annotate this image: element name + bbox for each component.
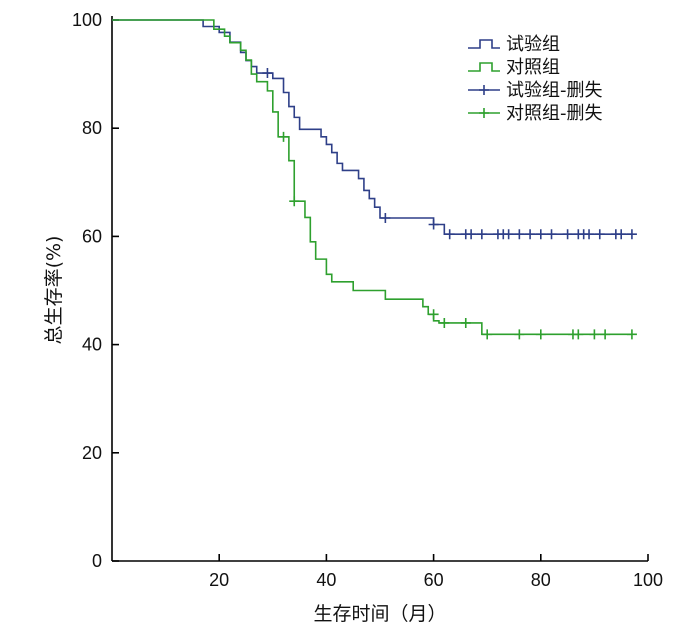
- censor-mark: [535, 229, 546, 240]
- censor-mark: [584, 229, 595, 240]
- y-tick-label: 0: [92, 551, 102, 571]
- x-tick-label: 100: [633, 570, 663, 590]
- censor-mark: [514, 229, 525, 240]
- censor-mark: [573, 329, 584, 340]
- legend-item: 试验组: [468, 34, 560, 55]
- censor-mark: [589, 329, 600, 340]
- censor-mark: [626, 229, 637, 240]
- legend-item: 对照组-删失: [468, 103, 603, 124]
- censor-mark: [626, 329, 637, 340]
- y-axis-title: 总生存率(%): [43, 236, 65, 345]
- censor-mark: [380, 213, 391, 224]
- censor-mark: [444, 229, 455, 240]
- censor-mark: [428, 219, 439, 230]
- survival-curve-line: [112, 19, 632, 336]
- censor-mark: [594, 229, 605, 240]
- y-tick-label: 100: [72, 10, 102, 30]
- censor-mark: [514, 329, 525, 340]
- censor-mark: [503, 229, 514, 240]
- censor-mark: [616, 229, 627, 240]
- legend-item: 试验组-删失: [468, 80, 603, 101]
- legend-swatch-line: [468, 62, 500, 72]
- censor-mark: [439, 317, 450, 328]
- censor-mark: [460, 317, 471, 328]
- censor-mark: [535, 329, 546, 340]
- censor-mark: [600, 329, 611, 340]
- legend-item: 对照组: [468, 57, 560, 78]
- x-tick-label: 60: [424, 570, 444, 590]
- censor-mark: [262, 68, 273, 79]
- axes: 20 40 60 80 100 0 20 40 60 80 100: [72, 10, 663, 590]
- censor-mark: [546, 229, 557, 240]
- x-axis-title: 生存时间（月）: [313, 603, 446, 625]
- legend-label: 对照组: [506, 57, 560, 78]
- censor-mark: [278, 131, 289, 142]
- censor-mark: [428, 309, 439, 320]
- legend-label: 试验组-删失: [506, 80, 603, 101]
- legend-label: 对照组-删失: [506, 103, 603, 124]
- x-tick-label: 20: [209, 570, 229, 590]
- x-tick-label: 80: [531, 570, 551, 590]
- legend-censor-mark: [479, 85, 489, 95]
- legend-label: 试验组: [506, 34, 560, 55]
- censor-mark: [562, 229, 573, 240]
- censor-mark: [289, 196, 300, 207]
- censor-mark: [525, 229, 536, 240]
- plot-area: [112, 19, 637, 340]
- censor-mark: [476, 229, 487, 240]
- y-tick-label: 40: [82, 335, 102, 355]
- y-tick-label: 20: [82, 443, 102, 463]
- series-experimental: [112, 19, 637, 240]
- x-tick-label: 40: [316, 570, 336, 590]
- censor-mark: [482, 329, 493, 340]
- censor-mark: [466, 229, 477, 240]
- y-tick-label: 60: [82, 226, 102, 246]
- legend-swatch-line: [468, 39, 500, 49]
- y-tick-label: 80: [82, 118, 102, 138]
- legend-censor-mark: [479, 108, 489, 118]
- series-control: [112, 19, 637, 340]
- survival-curve-line: [112, 19, 632, 236]
